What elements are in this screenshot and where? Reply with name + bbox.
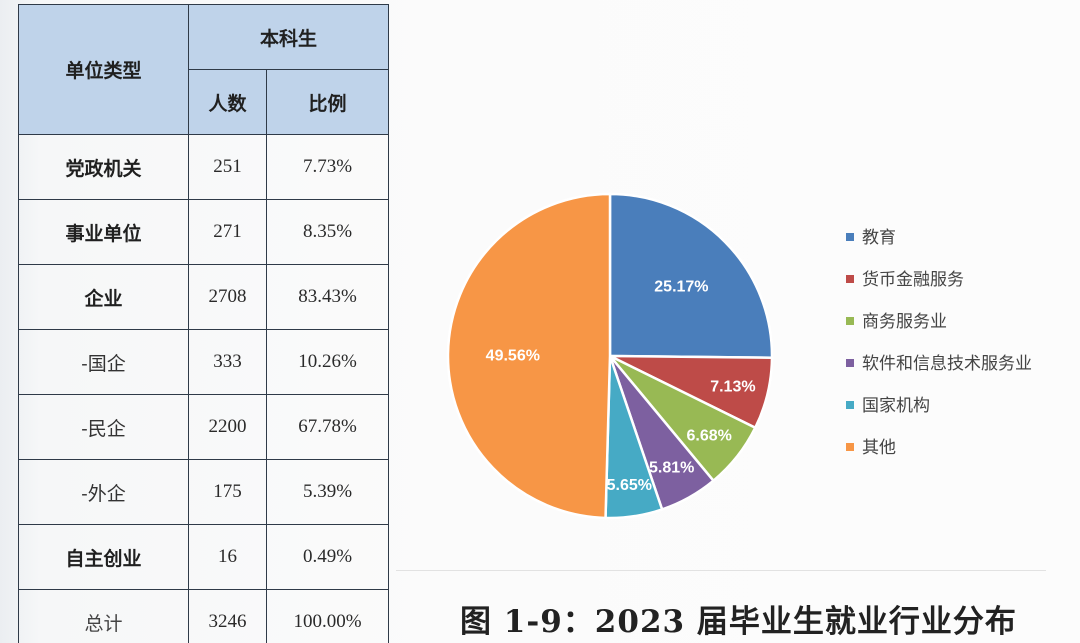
legend-label: 商务服务业 [862, 312, 947, 332]
table-row: 企业 2708 83.43% [18, 264, 390, 330]
row-ratio: 7.73% [265, 134, 390, 200]
legend-swatch [846, 275, 854, 283]
col-type-header: 单位类型 [18, 4, 189, 135]
row-ratio: 83.43% [265, 264, 390, 330]
row-count: 2200 [188, 394, 267, 460]
slice-data-label: 25.17% [654, 278, 708, 295]
row-label: 事业单位 [18, 199, 189, 265]
row-count: 16 [188, 524, 267, 590]
divider [396, 570, 1046, 571]
table-row: 自主创业 16 0.49% [18, 524, 390, 590]
row-label: -国企 [18, 329, 189, 395]
table-row: -民企 2200 67.78% [18, 394, 390, 460]
row-label: -外企 [18, 459, 189, 525]
row-count: 3246 [188, 589, 267, 643]
employment-table: 单位类型 本科生 人数 比例 党政机关 251 7.73% 事业单位 271 8… [18, 4, 390, 643]
row-ratio: 5.39% [265, 459, 390, 525]
chart-caption: 图 1-9：2023 届毕业生就业行业分布 [460, 604, 1017, 640]
legend-swatch [846, 359, 854, 367]
legend-label: 其他 [862, 438, 896, 458]
legend-swatch [846, 233, 854, 241]
pie-slice [446, 192, 612, 520]
legend-swatch [846, 317, 854, 325]
row-count: 2708 [188, 264, 267, 330]
slice-data-label: 5.81% [649, 459, 694, 476]
row-count: 271 [188, 199, 267, 265]
slice-data-label: 7.13% [710, 378, 755, 395]
row-label: -民企 [18, 394, 189, 460]
legend-label: 软件和信息技术服务业 [862, 354, 1032, 374]
col-count-header: 人数 [188, 69, 267, 135]
col-ratio-header: 比例 [265, 69, 390, 135]
row-ratio: 100.00% [265, 589, 390, 643]
row-count: 251 [188, 134, 267, 200]
industry-pie-chart: 25.17% 7.13% 6.68% 5.81%5.65% 49.56% 教育货币金融服务… [446, 192, 1032, 520]
slice-data-label: 49.56% [486, 348, 540, 365]
row-ratio: 67.78% [265, 394, 390, 460]
table-row: 总计 3246 100.00% [18, 589, 390, 643]
table-subheader-row: 人数 比例 [19, 69, 390, 135]
legend-label: 国家机构 [862, 396, 930, 416]
table-row: -国企 333 10.26% [18, 329, 390, 395]
group-header: 本科生 [187, 4, 390, 70]
legend-swatch [846, 401, 854, 409]
row-label: 企业 [18, 264, 189, 330]
legend-label: 货币金融服务 [862, 270, 964, 290]
pie-slice [608, 192, 774, 359]
slice-data-label: 6.68% [686, 427, 731, 444]
row-label: 总计 [18, 589, 189, 643]
row-ratio: 10.26% [265, 329, 390, 395]
legend-label: 教育 [862, 228, 896, 248]
row-ratio: 8.35% [265, 199, 390, 265]
table-header-row: 单位类型 本科生 [18, 4, 390, 135]
table-row: -外企 175 5.39% [18, 459, 390, 525]
table-row: 党政机关 251 7.73% [18, 134, 390, 200]
row-label: 自主创业 [18, 524, 189, 590]
legend-swatch [846, 443, 854, 451]
row-ratio: 0.49% [265, 524, 390, 590]
row-label: 党政机关 [18, 134, 189, 200]
row-count: 175 [188, 459, 267, 525]
table-row: 事业单位 271 8.35% [18, 199, 390, 265]
slice-data-label: 5.65% [607, 477, 652, 494]
row-count: 333 [188, 329, 267, 395]
